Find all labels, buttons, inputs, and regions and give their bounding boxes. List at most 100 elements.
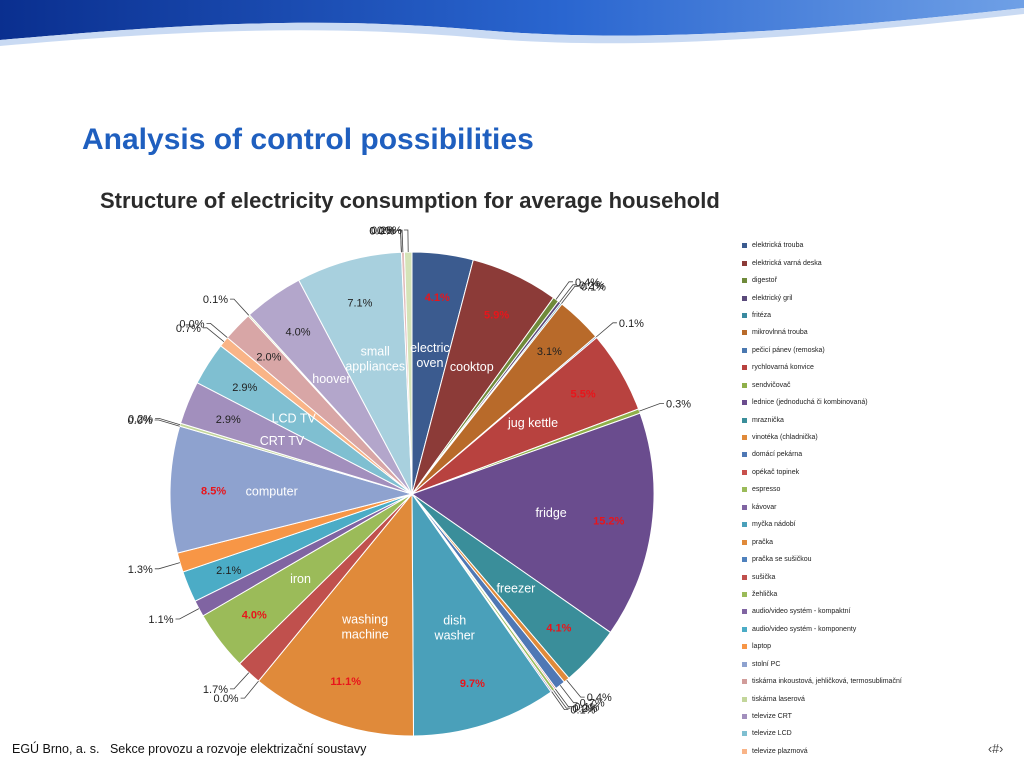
pie-value-label-17: 9.7%: [460, 678, 485, 690]
legend-label-17: myčka nádobí: [752, 521, 796, 529]
legend-item-02: elektrická varná deska: [742, 254, 1012, 271]
legend-label-03: digestoř: [752, 277, 777, 285]
legend-swatch-01: [742, 243, 747, 249]
pie-slice-10: [410, 412, 655, 634]
legend-item-23: audio/video systém - komponenty: [742, 621, 1012, 638]
pie-category-label-28: CRT TV: [260, 434, 305, 448]
legend-item-13: domácí pekárna: [742, 446, 1012, 463]
legend-swatch-09: [742, 382, 747, 388]
legend-item-04: elektrický gril: [742, 289, 1012, 306]
legend-label-22: audio/video systém - kompaktní: [752, 608, 851, 616]
pie-value-label-27: 0.2%: [128, 413, 153, 425]
legend-label-12: vinotéka (chladnička): [752, 434, 818, 442]
legend-label-15: espresso: [752, 486, 781, 494]
pie-slice-35: [298, 251, 413, 495]
page-number: ‹#›: [988, 742, 1004, 756]
pie-value-label-36: 0.0%: [369, 225, 394, 237]
legend-item-16: kávovar: [742, 499, 1012, 516]
pie-value-label-24: 1.3%: [128, 564, 153, 576]
pie-value-label-35: 7.1%: [347, 298, 372, 310]
pie-leader-line-07: [595, 322, 617, 338]
legend-label-27: tiskárna laserová: [752, 695, 805, 703]
pie-slice-39: [403, 251, 413, 495]
pie-value-label-10: 15.2%: [593, 516, 624, 528]
pie-value-label-18: 11.1%: [330, 676, 361, 688]
legend-swatch-04: [742, 295, 747, 301]
footer-text: EGÚ Brno, a. s. Sekce provozu a rozvoje …: [12, 742, 367, 756]
pie-leader-line-39: [403, 229, 409, 253]
pie-value-label-19: 0.0%: [214, 693, 239, 705]
legend-item-21: žehlička: [742, 586, 1012, 603]
legend-item-17: myčka nádobí: [742, 516, 1012, 533]
legend-label-23: audio/video systém - komponenty: [752, 625, 857, 633]
pie-value-label-34: 4.0%: [285, 327, 310, 339]
pie-category-label-01: electric oven: [410, 341, 450, 370]
legend-swatch-05: [742, 312, 747, 318]
legend-item-08: rychlovarná konvice: [742, 359, 1012, 376]
pie-value-label-13: 0.7%: [580, 698, 605, 710]
legend-label-21: žehlička: [752, 590, 778, 598]
pie-value-label-16: 0.1%: [570, 705, 595, 717]
pie-category-label-02: cooktop: [450, 360, 494, 374]
pie-leader-line-12: [566, 679, 585, 698]
pie-leader-line-31: [206, 322, 228, 338]
legend-item-22: audio/video systém - kompaktní: [742, 603, 1012, 620]
legend-item-24: laptop: [742, 638, 1012, 655]
legend-item-09: sendvičovač: [742, 377, 1012, 394]
legend-label-20: sušička: [752, 573, 776, 581]
legend-swatch-10: [742, 400, 747, 406]
pie-value-label-38: 0.2%: [371, 225, 396, 237]
pie-value-label-02: 5.9%: [484, 310, 509, 322]
legend-item-20: sušička: [742, 568, 1012, 585]
pie-category-label-29: LCD TV: [272, 412, 317, 426]
legend-label-29: televize LCD: [752, 730, 792, 738]
legend-label-11: mraznička: [752, 416, 784, 424]
legend-item-29: televize LCD: [742, 725, 1012, 742]
pie-slice-17: [411, 492, 552, 737]
legend-item-15: espresso: [742, 481, 1012, 498]
legend-label-25: stolní PC: [752, 660, 781, 668]
legend-item-07: pečicí pánev (remoska): [742, 342, 1012, 359]
pie-category-label-35: small appliances: [345, 345, 405, 374]
pie-value-label-01: 4.1%: [425, 292, 450, 304]
pie-value-label-20: 1.7%: [203, 684, 228, 696]
chart-title: Structure of electricity consumption for…: [100, 188, 720, 213]
legend-swatch-14: [742, 469, 747, 475]
pie-value-label-39: 0.5%: [377, 225, 402, 237]
legend-label-04: elektrický gril: [752, 294, 793, 302]
pie-value-label-08: 5.5%: [571, 389, 596, 401]
pie-leader-line-14: [554, 688, 573, 708]
legend-swatch-17: [742, 522, 747, 528]
pie-value-label-28: 2.9%: [216, 414, 241, 426]
pie-leader-line-30: [202, 327, 225, 343]
pie-value-label-04: 0.2%: [579, 280, 604, 292]
pie-leader-line-13: [559, 685, 578, 704]
legend-swatch-29: [742, 731, 747, 737]
legend-item-28: televize CRT: [742, 708, 1012, 725]
pie-value-label-22: 1.1%: [148, 614, 173, 626]
pie-category-label-34: hoover: [312, 372, 350, 386]
legend-swatch-20: [742, 574, 747, 580]
pie-leader-line-19: [240, 680, 259, 699]
legend-item-25: stolní PC: [742, 656, 1012, 673]
pie-leader-line-27: [155, 417, 181, 426]
pie-value-label-15: 0.2%: [572, 703, 597, 715]
header-banner: [0, 0, 1024, 46]
pie-value-label-06: 3.1%: [537, 346, 562, 358]
pie-value-label-26: 0.0%: [128, 415, 153, 427]
legend-swatch-27: [742, 696, 747, 702]
legend-label-13: domácí pekárna: [752, 451, 803, 459]
pie-value-label-29: 2.9%: [232, 382, 257, 394]
pie-leader-line-33: [230, 298, 250, 316]
legend-label-14: opékač topinek: [752, 468, 800, 476]
pie-leader-line-04: [559, 284, 577, 303]
legend-item-14: opékač topinek: [742, 464, 1012, 481]
legend-swatch-16: [742, 504, 747, 510]
pie-category-label-25: computer: [246, 484, 298, 498]
pie-leader-line-20: [230, 672, 250, 690]
legend-swatch-18: [742, 539, 747, 545]
legend-item-12: vinotéka (chladnička): [742, 429, 1012, 446]
legend-label-06: mikrovlnná trouba: [752, 329, 808, 337]
legend-label-01: elektrická trouba: [752, 242, 804, 250]
legend-label-24: laptop: [752, 643, 772, 651]
